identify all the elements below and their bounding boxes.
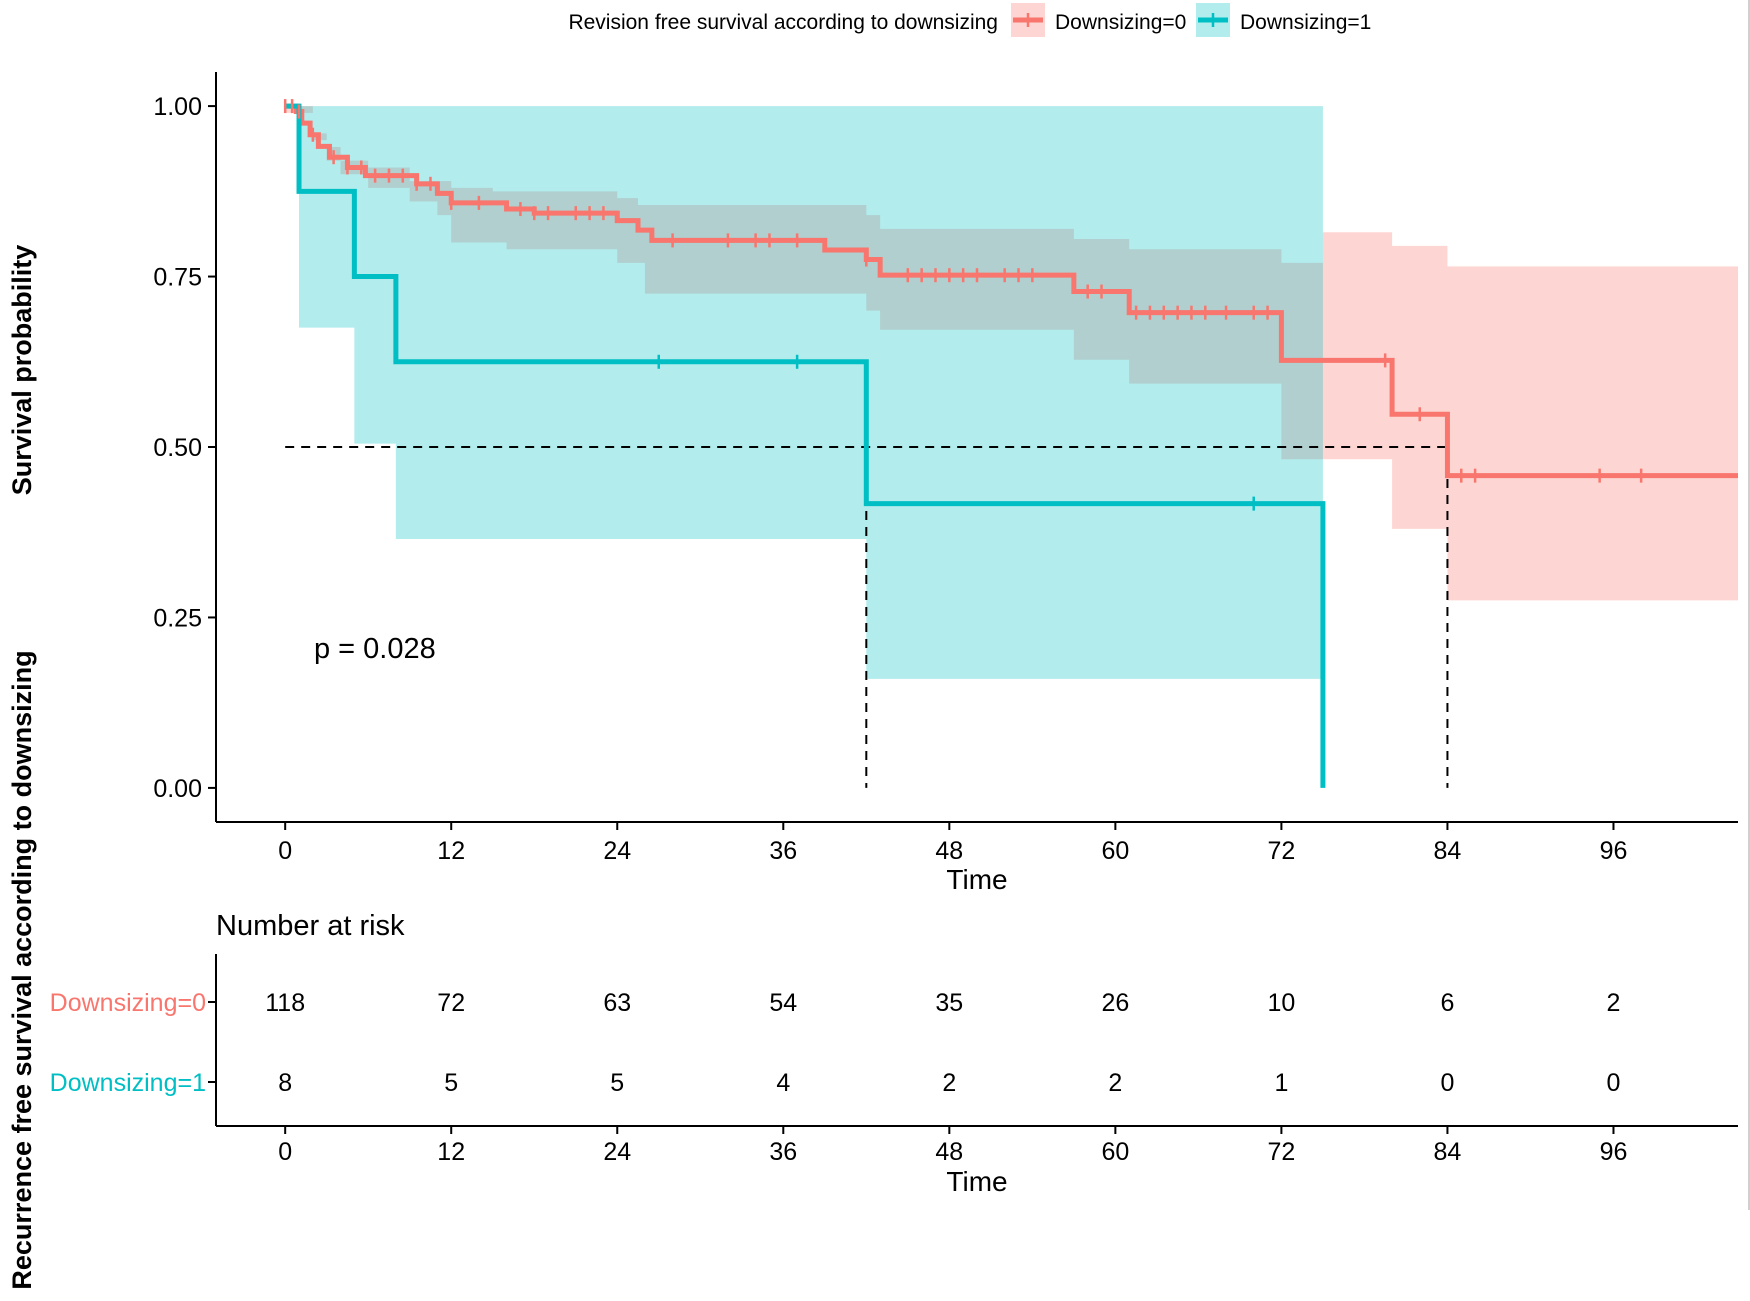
risk-x-tick-label: 12 [437, 1138, 465, 1166]
right-edge-divider [1748, 0, 1750, 1210]
x-tick-label: 0 [278, 837, 292, 865]
survival-curve-downsizing-1 [285, 103, 1326, 788]
risk-count: 1 [1274, 1069, 1288, 1097]
legend-label-downsizing-1: Downsizing=1 [1240, 11, 1371, 34]
risk-x-tick-label: 24 [603, 1138, 631, 1166]
y-tick-label: 0.25 [153, 604, 202, 632]
risk-count: 2 [942, 1069, 956, 1097]
x-tick-label: 60 [1101, 837, 1129, 865]
risk-count: 54 [769, 989, 797, 1017]
risk-count: 6 [1440, 989, 1454, 1017]
outer-y-axis-title: Recurrence free survival according to do… [7, 650, 37, 1289]
risk-count: 63 [603, 989, 631, 1017]
x-tick-label: 96 [1600, 837, 1628, 865]
risk-count: 26 [1101, 989, 1129, 1017]
x-tick-label: 48 [935, 837, 963, 865]
risk-count: 4 [776, 1069, 790, 1097]
confidence-band-downsizing-1 [285, 106, 1323, 679]
y-tick-label: 0.00 [153, 775, 202, 803]
x-tick-label: 84 [1434, 837, 1462, 865]
x-tick-label: 72 [1267, 837, 1295, 865]
y-axis-title: Survival probability [7, 245, 37, 496]
risk-count: 72 [437, 989, 465, 1017]
risk-x-tick-label: 48 [935, 1138, 963, 1166]
legend-label-downsizing-0: Downsizing=0 [1055, 11, 1186, 34]
risk-count: 0 [1607, 1069, 1621, 1097]
risk-count: 2 [1607, 989, 1621, 1017]
risk-x-tick-label: 0 [278, 1138, 292, 1166]
risk-x-tick-label: 96 [1600, 1138, 1628, 1166]
risk-count: 35 [935, 989, 963, 1017]
risk-x-tick-label: 72 [1267, 1138, 1295, 1166]
risk-count: 0 [1440, 1069, 1454, 1097]
risk-row-label-downsizing-1: Downsizing=1 [50, 1069, 206, 1097]
risk-count: 118 [265, 989, 305, 1017]
risk-table-x-title: Time [946, 1166, 1007, 1197]
risk-table-title: Number at risk [216, 910, 405, 942]
risk-count: 5 [444, 1069, 458, 1097]
y-tick-label: 0.50 [153, 434, 202, 462]
x-tick-label: 24 [603, 837, 631, 865]
risk-count: 10 [1267, 989, 1295, 1017]
x-tick-label: 36 [769, 837, 797, 865]
risk-x-tick-label: 84 [1434, 1138, 1462, 1166]
y-tick-label: 0.75 [153, 264, 202, 292]
risk-x-tick-label: 60 [1101, 1138, 1129, 1166]
x-axis-title: Time [946, 864, 1007, 895]
risk-x-tick-label: 36 [769, 1138, 797, 1166]
risk-count: 8 [278, 1069, 292, 1097]
x-tick-label: 12 [437, 837, 465, 865]
risk-row-label-downsizing-0: Downsizing=0 [50, 989, 206, 1017]
y-tick-label: 1.00 [153, 93, 202, 121]
risk-count: 2 [1108, 1069, 1122, 1097]
p-value-annotation: p = 0.028 [314, 633, 436, 665]
legend-title: Revision free survival according to down… [568, 11, 998, 34]
risk-count: 5 [610, 1069, 624, 1097]
